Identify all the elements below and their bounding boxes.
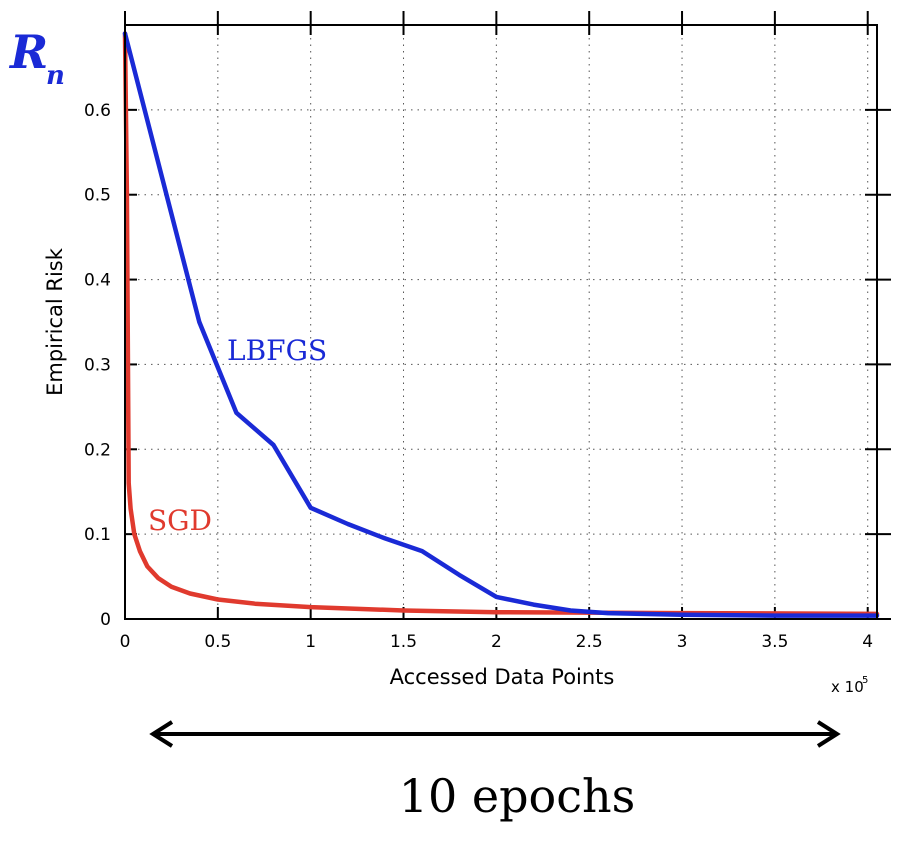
sgd-series-label: SGD (148, 504, 212, 537)
x-multiplier-label: x 10 (831, 678, 864, 696)
x-tick-label: 0.5 (204, 632, 231, 652)
y-tick-label: 0.4 (84, 271, 111, 291)
series-lines (122, 31, 880, 618)
x-tick-label: 1 (305, 632, 316, 652)
x-axis-label: Accessed Data Points (390, 665, 615, 689)
sgd-series-line (122, 31, 880, 617)
y-tick-label: 0.2 (84, 440, 111, 460)
plot-frame (124, 24, 878, 620)
x-tick-label: 3 (677, 632, 688, 652)
y-axis-label: Empirical Risk (43, 247, 67, 396)
y-tick-label: 0.3 (84, 355, 111, 375)
y-tick-labels: 0 0.1 0.2 0.3 0.4 0.5 0.6 (84, 101, 111, 630)
x-tick-label: 0 (120, 632, 131, 652)
x-tick-label: 4 (862, 632, 873, 652)
y-tick-label: 0 (100, 610, 111, 630)
axis-ticks (124, 11, 891, 620)
x-tick-labels: 0 0.5 1 1.5 2 2.5 3 3.5 4 (120, 632, 874, 652)
y-tick-label: 0.1 (84, 525, 111, 545)
x-tick-label: 2.5 (576, 632, 603, 652)
x-multiplier-exponent: 5 (862, 675, 868, 686)
lbfgs-series-label: LBFGS (227, 334, 327, 367)
lbfgs-series-line (122, 31, 880, 618)
rn-subscript: n (46, 61, 65, 91)
x-tick-label: 3.5 (761, 632, 788, 652)
double-arrow-icon (149, 720, 841, 748)
y-tick-label: 0.6 (84, 101, 111, 121)
rn-symbol: R (8, 25, 48, 79)
epochs-label: 10 epochs (399, 769, 636, 823)
grid-lines (125, 25, 877, 619)
y-tick-label: 0.5 (84, 186, 111, 206)
x-tick-label: 1.5 (390, 632, 417, 652)
x-tick-label: 2 (491, 632, 502, 652)
